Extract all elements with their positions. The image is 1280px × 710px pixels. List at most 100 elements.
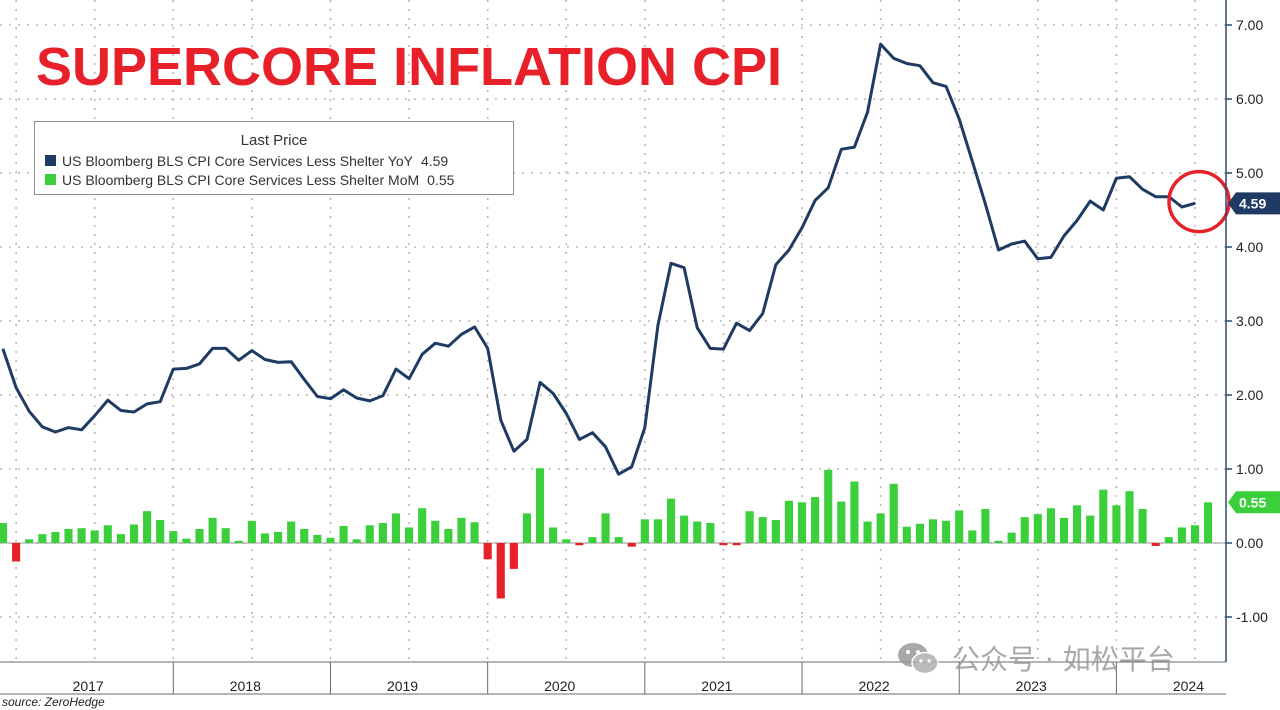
bar-mom-72	[942, 520, 951, 543]
point-yoy-0	[2, 348, 4, 350]
point-yoy-11	[146, 403, 148, 405]
point-yoy-34	[447, 345, 450, 347]
bar-mom-16	[208, 517, 217, 543]
bar-mom-8	[103, 525, 112, 543]
point-yoy-60	[788, 249, 790, 251]
bar-mom-87	[1138, 508, 1147, 543]
point-yoy-78	[1023, 240, 1026, 242]
bar-mom-76	[994, 540, 1003, 543]
bar-mom-52	[680, 515, 689, 543]
point-yoy-55	[722, 348, 725, 350]
point-yoy-68	[892, 57, 895, 60]
point-yoy-49	[644, 426, 646, 429]
bar-mom-5	[64, 528, 73, 543]
point-yoy-71	[932, 81, 934, 84]
bar-mom-31	[405, 527, 414, 543]
point-yoy-21	[277, 361, 279, 364]
bar-mom-67	[876, 513, 885, 543]
point-yoy-84	[1102, 209, 1105, 211]
bar-mom-43	[562, 539, 571, 543]
bar-mom-57	[745, 511, 754, 543]
bar-mom-37	[483, 543, 492, 560]
point-yoy-77	[1010, 243, 1013, 245]
bar-mom-36	[470, 522, 479, 543]
bar-mom-81	[1059, 517, 1069, 543]
bar-mom-25	[326, 537, 335, 543]
point-yoy-82	[1076, 219, 1078, 222]
current-tag-1	[1228, 491, 1280, 514]
bar-mom-26	[339, 525, 348, 543]
point-yoy-52	[683, 266, 685, 269]
y-tick-label-3: 4.00	[1236, 239, 1263, 255]
legend-entry-yoy: US Bloomberg BLS CPI Core Services Less …	[35, 151, 513, 170]
point-yoy-28	[368, 400, 371, 402]
point-yoy-69	[906, 62, 908, 65]
bar-mom-90	[1177, 527, 1186, 543]
point-yoy-10	[133, 411, 135, 413]
bar-mom-19	[247, 520, 256, 543]
y-tick-label-1: 6.00	[1236, 91, 1263, 107]
bar-mom-47	[614, 537, 623, 543]
point-yoy-62	[814, 199, 816, 202]
bar-mom-18	[234, 540, 243, 543]
point-yoy-22	[290, 360, 292, 363]
bar-mom-46	[601, 513, 610, 543]
bar-mom-73	[955, 510, 964, 543]
point-yoy-59	[775, 263, 777, 266]
bar-mom-10	[129, 524, 139, 543]
bar-mom-74	[968, 530, 977, 543]
point-yoy-72	[945, 85, 947, 88]
bar-mom-12	[156, 520, 165, 543]
point-yoy-8	[106, 399, 109, 401]
point-yoy-81	[1063, 235, 1065, 237]
source-note: source: ZeroHedge	[2, 695, 105, 709]
point-yoy-12	[159, 400, 161, 403]
bar-mom-42	[549, 527, 558, 543]
y-tick-label-5: 2.00	[1236, 387, 1263, 403]
point-yoy-5	[67, 426, 70, 429]
bar-mom-0	[0, 523, 8, 543]
y-tick-label-6: 1.00	[1236, 461, 1263, 477]
bar-mom-82	[1073, 505, 1082, 543]
legend-swatch-yoy	[45, 155, 56, 166]
point-yoy-29	[382, 394, 384, 397]
bar-mom-20	[260, 533, 270, 543]
point-yoy-23	[303, 378, 306, 381]
point-yoy-9	[120, 409, 122, 412]
y-tick-label-7: 0.00	[1236, 535, 1263, 551]
point-yoy-54	[709, 347, 712, 350]
bar-mom-35	[457, 517, 466, 543]
bar-mom-28	[365, 525, 374, 543]
bar-mom-24	[313, 534, 322, 543]
bar-mom-77	[1007, 532, 1016, 543]
legend-value-yoy: 4.59	[420, 152, 449, 169]
point-yoy-56	[735, 322, 738, 325]
point-yoy-57	[748, 329, 751, 332]
bar-mom-80	[1046, 508, 1055, 543]
bar-mom-64	[837, 501, 846, 543]
point-yoy-7	[93, 414, 96, 417]
point-yoy-90	[1181, 206, 1183, 208]
bar-mom-65	[850, 481, 859, 543]
bar-mom-3	[38, 534, 47, 543]
point-yoy-76	[997, 249, 1000, 251]
point-yoy-16	[211, 347, 214, 350]
y-tick-label-2: 5.00	[1236, 165, 1263, 181]
bar-mom-66	[863, 521, 872, 543]
x-year-label-2020: 2020	[544, 678, 575, 694]
point-yoy-32	[421, 353, 423, 356]
bar-mom-13	[169, 531, 178, 543]
point-yoy-36	[473, 326, 476, 328]
bar-mom-17	[221, 528, 230, 543]
bar-mom-79	[1033, 514, 1042, 543]
bar-mom-30	[391, 513, 401, 543]
bar-mom-34	[444, 528, 453, 543]
bar-mom-60	[784, 500, 793, 543]
bar-mom-23	[300, 528, 309, 543]
legend-title: Last Price	[240, 132, 308, 149]
bar-mom-49	[640, 519, 649, 543]
point-yoy-88	[1154, 195, 1157, 198]
point-yoy-39	[513, 450, 515, 453]
point-yoy-65	[853, 146, 856, 148]
current-tag-label-1: 0.55	[1239, 494, 1266, 510]
